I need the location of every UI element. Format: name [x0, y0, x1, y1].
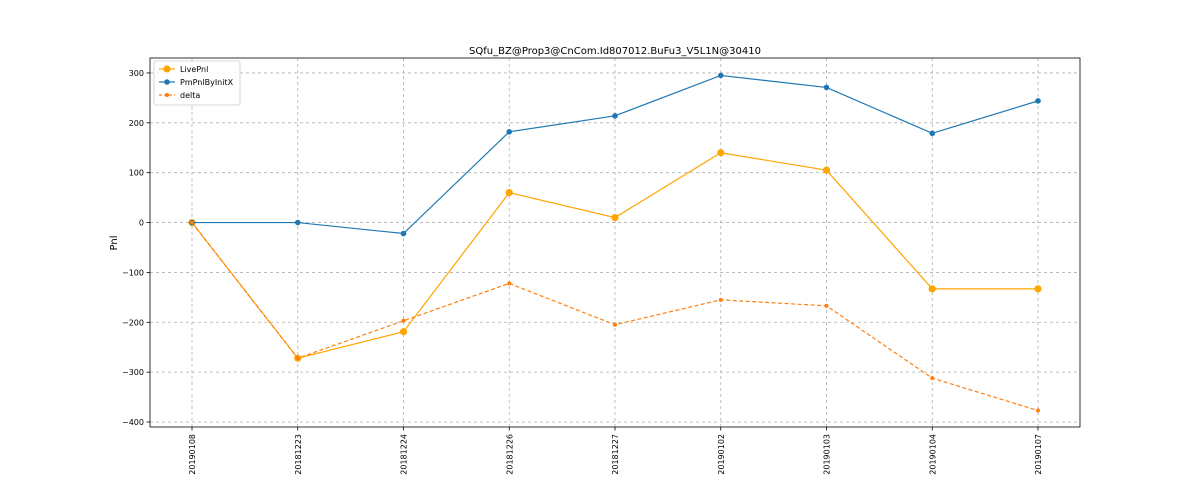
legend-label-delta: delta [180, 91, 200, 100]
legend-label-pmpnlbyinitx: PmPnlByInitX [180, 78, 234, 87]
x-tick-label: 20190108 [188, 434, 197, 475]
data-point-delta [1036, 408, 1040, 413]
legend: LivePnl PmPnlByInitX delta [153, 60, 241, 106]
data-point-livepnl [505, 189, 513, 197]
legend-marker-pmpnlbyinitx [164, 79, 170, 85]
legend-marker-delta [165, 93, 169, 97]
y-tick-label: 100 [129, 169, 144, 178]
data-point-livepnl [399, 328, 408, 336]
data-point-livepnl [928, 285, 936, 293]
data-point-livepnl [611, 213, 619, 222]
y-tick-label: 200 [129, 119, 144, 128]
series-line-livepnl [191, 152, 1038, 359]
data-point-delta [824, 303, 829, 308]
legend-entry-livepnl: LivePnl [159, 65, 208, 74]
chart-title: SQfu_BZ@Prop3@CnCom.Id807012.BuFu3_V5L1N… [469, 46, 761, 57]
y-tick-label: −400 [122, 418, 144, 427]
data-point-pmpnlbyinitx [612, 113, 618, 119]
series-delta [190, 220, 1040, 413]
x-axis-ticks: 20190108 20181223 20181224 20181226 20181227… [188, 427, 1043, 475]
data-point-delta [507, 281, 512, 286]
data-point-pmpnlbyinitx [929, 130, 936, 137]
y-tick-label: −300 [122, 368, 144, 377]
x-tick-label: 20190102 [717, 434, 726, 475]
legend-marker-livepnl [163, 65, 171, 73]
data-point-pmpnlbyinitx [1035, 98, 1041, 104]
x-tick-label: 20181224 [400, 434, 409, 475]
data-point-pmpnlbyinitx [294, 219, 301, 226]
y-axis-label: Pnl [109, 236, 120, 251]
x-tick-label: 20190107 [1034, 434, 1043, 475]
data-point-delta [930, 376, 935, 381]
legend-box [153, 60, 241, 106]
series [188, 72, 1042, 413]
x-tick-label: 20181223 [294, 434, 303, 475]
grid [150, 58, 1080, 427]
data-point-livepnl [717, 149, 725, 157]
data-point-pmpnlbyinitx [717, 72, 724, 79]
y-tick-label: −100 [122, 268, 144, 277]
legend-label-livepnl: LivePnl [180, 65, 208, 74]
series-livepnl [188, 149, 1042, 362]
x-tick-label: 20181226 [505, 434, 514, 475]
x-tick-label: 20181227 [611, 434, 620, 475]
data-point-livepnl [1034, 285, 1042, 293]
y-tick-label: 0 [139, 219, 144, 228]
data-point-delta [190, 220, 194, 225]
data-point-pmpnlbyinitx [400, 230, 407, 237]
data-point-delta [401, 318, 406, 323]
legend-entry-delta: delta [159, 91, 200, 100]
y-tick-label: 300 [129, 69, 144, 78]
y-axis-ticks: −400 −300 −200 −100 0 100 200 300 [122, 69, 150, 427]
data-point-pmpnlbyinitx [823, 84, 830, 91]
legend-entry-pmpnlbyinitx: PmPnlByInitX [159, 78, 234, 87]
data-point-delta [613, 322, 617, 327]
data-point-livepnl [822, 166, 831, 174]
data-point-pmpnlbyinitx [506, 129, 513, 135]
data-point-delta [718, 297, 723, 302]
x-tick-label: 20190103 [823, 434, 832, 475]
data-point-delta [295, 356, 300, 361]
x-tick-label: 20190104 [928, 434, 937, 475]
y-tick-label: −200 [122, 318, 144, 327]
